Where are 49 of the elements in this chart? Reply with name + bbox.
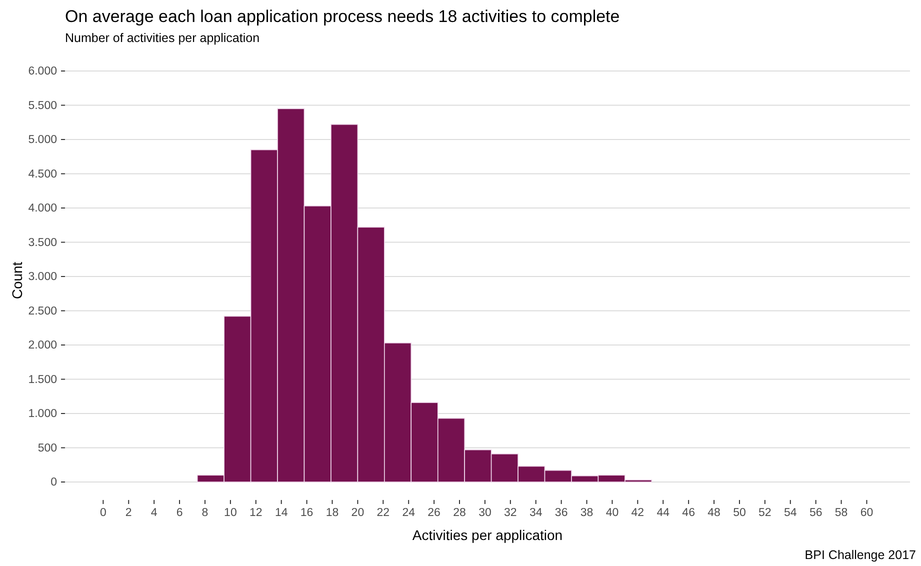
- chart-subtitle: Number of activities per application: [65, 31, 260, 45]
- y-tick-label: 1.500: [28, 374, 57, 386]
- x-tick-label: 56: [809, 507, 822, 520]
- x-tick-label: 26: [428, 507, 440, 520]
- x-tick-label: 18: [326, 507, 339, 520]
- x-tick-label: 58: [834, 507, 848, 520]
- y-tick-label: 6.000: [28, 66, 57, 78]
- x-tick-label: 42: [631, 507, 644, 520]
- x-tick-label: 6: [176, 507, 183, 520]
- x-tick-label: 8: [202, 507, 208, 520]
- x-tick-label: 44: [656, 507, 670, 520]
- x-tick-label: 48: [708, 507, 720, 520]
- chart-title: On average each loan application process needs 18 activities to complete: [65, 7, 620, 26]
- y-tick-label: 4.000: [28, 202, 57, 215]
- y-tick-label: 3.500: [28, 236, 57, 249]
- x-tick-label: 2: [125, 507, 132, 520]
- x-tick-label: 54: [784, 507, 798, 520]
- x-tick-label: 16: [300, 507, 314, 520]
- y-tick-label: 1.000: [28, 408, 57, 420]
- x-tick-label: 34: [529, 507, 543, 520]
- x-tick-label: 28: [453, 507, 466, 520]
- x-tick-label: 38: [580, 507, 594, 520]
- y-tick-label: 0: [50, 476, 57, 489]
- y-tick-label: 2.000: [28, 340, 57, 352]
- x-tick-label: 14: [274, 507, 288, 520]
- y-tick-label: 500: [38, 442, 57, 454]
- x-tick-label: 30: [478, 507, 492, 520]
- x-tick-label: 40: [606, 507, 619, 520]
- x-tick-label: 36: [554, 507, 568, 520]
- x-axis-title: Activities per application: [412, 527, 563, 543]
- y-tick-label: 5.000: [28, 134, 57, 146]
- x-tick-label: 0: [100, 507, 106, 520]
- x-tick-label: 50: [733, 507, 746, 520]
- x-tick-label: 22: [376, 507, 390, 520]
- x-tick-label: 4: [150, 507, 158, 520]
- x-tick-label: 46: [682, 507, 695, 520]
- x-tick-label: 32: [504, 507, 517, 520]
- text: BPI Challenge 2017: [804, 548, 916, 562]
- x-tick-label: 12: [249, 507, 262, 520]
- x-tick-label: 10: [224, 507, 237, 520]
- y-tick-label: 4.500: [28, 168, 57, 180]
- y-tick-label: 2.500: [28, 305, 57, 318]
- y-tick-label: 3.000: [28, 271, 57, 284]
- x-tick-label: 20: [351, 507, 364, 520]
- x-tick-label: 52: [758, 507, 772, 520]
- x-tick-label: 60: [860, 507, 874, 520]
- y-tick-label: 5.500: [28, 100, 57, 112]
- y-axis-title: Count: [9, 262, 25, 300]
- x-tick-label: 24: [402, 507, 416, 520]
